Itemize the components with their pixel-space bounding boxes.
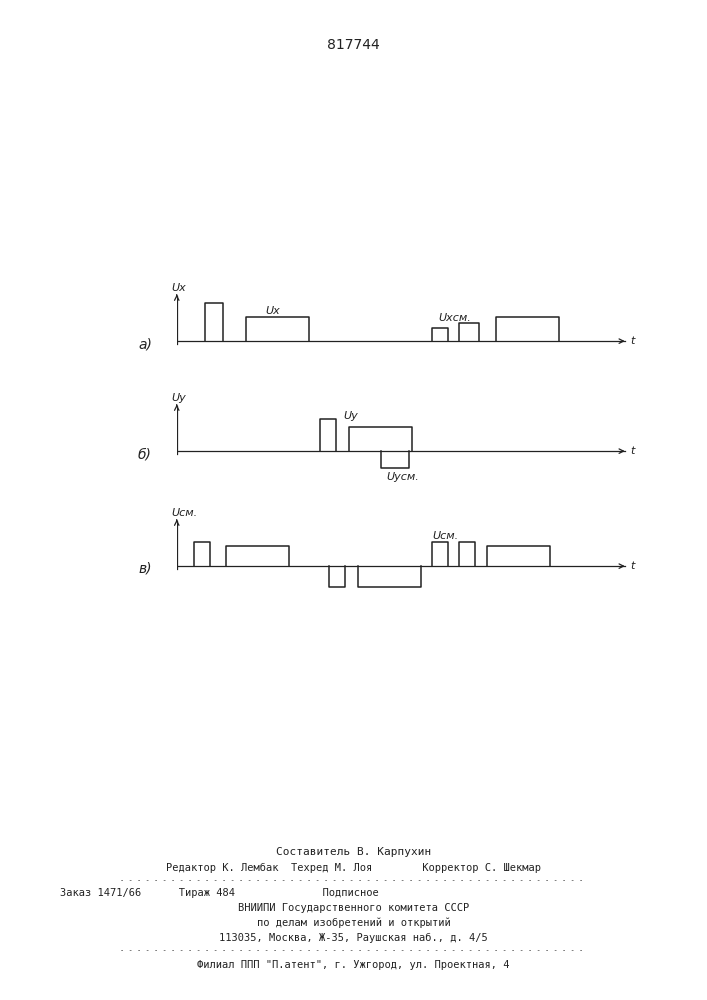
Text: - - - - - - - - - - - - - - - - - - - - - - - - - - - - - - - - - - - - - - - - : - - - - - - - - - - - - - - - - - - - - … (119, 877, 588, 883)
Text: Заказ 1471/66      Тираж 484              Подписное: Заказ 1471/66 Тираж 484 Подписное (60, 888, 379, 898)
Text: б): б) (138, 447, 152, 461)
Text: по делам изобретений и открытий: по делам изобретений и открытий (257, 918, 450, 928)
Text: Uу: Uу (171, 393, 186, 403)
Text: t: t (631, 446, 635, 456)
Text: Uу: Uу (344, 411, 358, 421)
Text: 113035, Москва, Ж-35, Раушская наб., д. 4/5: 113035, Москва, Ж-35, Раушская наб., д. … (219, 933, 488, 943)
Text: Uх: Uх (171, 283, 186, 293)
Text: Uхсм.: Uхсм. (438, 313, 471, 323)
Text: Uсм.: Uсм. (433, 531, 459, 541)
Text: Uсм.: Uсм. (171, 508, 197, 518)
Text: - - - - - - - - - - - - - - - - - - - - - - - - - - - - - - - - - - - - - - - - : - - - - - - - - - - - - - - - - - - - - … (119, 947, 588, 953)
Text: а): а) (138, 337, 152, 351)
Text: t: t (631, 561, 635, 571)
Text: в): в) (138, 561, 152, 575)
Text: Филиал ППП "П.атент", г. Ужгород, ул. Проектная, 4: Филиал ППП "П.атент", г. Ужгород, ул. Пр… (197, 960, 510, 970)
Text: t: t (631, 336, 635, 346)
Text: Составитель В. Карпухин: Составитель В. Карпухин (276, 847, 431, 857)
Text: 817744: 817744 (327, 38, 380, 52)
Text: Uх: Uх (266, 306, 281, 316)
Text: Uусм.: Uусм. (387, 472, 419, 482)
Text: Редактор К. Лембак  Техред М. Лоя        Корректор С. Шекмар: Редактор К. Лембак Техред М. Лоя Коррект… (166, 863, 541, 873)
Text: ВНИИПИ Государственного комитета СССР: ВНИИПИ Государственного комитета СССР (238, 903, 469, 913)
